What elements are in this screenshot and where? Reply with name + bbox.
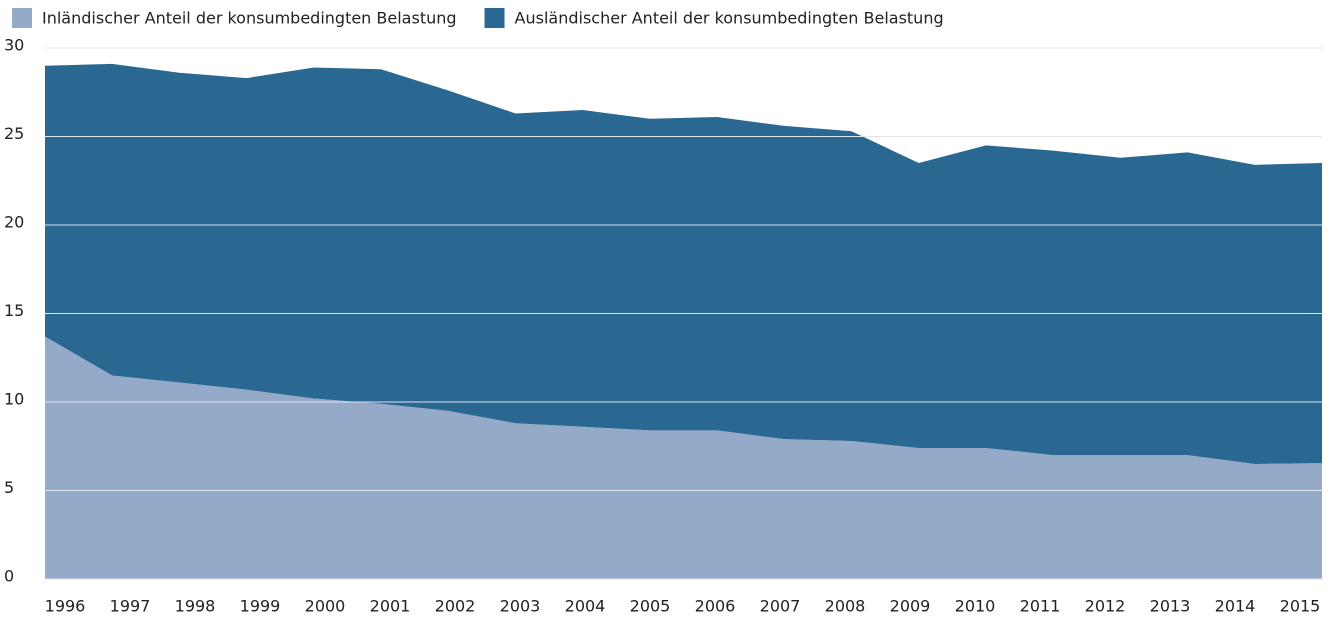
area <box>45 336 1322 579</box>
legend-swatch <box>484 8 505 28</box>
x-tick-label: 2010 <box>955 597 996 616</box>
x-tick-label: 2008 <box>825 597 866 616</box>
y-tick-label: 20 <box>4 213 24 232</box>
x-tick-label: 1996 <box>45 597 86 616</box>
y-tick-label: 10 <box>4 390 24 409</box>
y-tick-label: 25 <box>4 124 24 143</box>
y-tick-label: 5 <box>4 478 14 497</box>
x-tick-label: 2004 <box>565 597 606 616</box>
x-tick-label: 2013 <box>1150 597 1191 616</box>
x-tick-label: 2015 <box>1280 597 1321 616</box>
legend-label: Inländischer Anteil der konsumbedingten … <box>42 9 457 28</box>
x-tick-label: 2001 <box>370 597 411 616</box>
y-tick-label: 15 <box>4 301 24 320</box>
x-tick-label: 1998 <box>175 597 216 616</box>
x-tick-label: 1999 <box>240 597 281 616</box>
x-tick-label: 2003 <box>500 597 541 616</box>
x-tick-label: 2006 <box>695 597 736 616</box>
x-tick-label: 2005 <box>630 597 671 616</box>
y-tick-label: 0 <box>4 567 14 586</box>
x-tick-label: 1997 <box>110 597 151 616</box>
x-tick-label: 2002 <box>435 597 476 616</box>
y-tick-label: 30 <box>4 36 24 55</box>
x-tick-label: 2011 <box>1020 597 1061 616</box>
x-tick-label: 2000 <box>305 597 346 616</box>
x-tick-label: 2009 <box>890 597 931 616</box>
x-tick-label: 2014 <box>1215 597 1256 616</box>
x-tick-label: 2012 <box>1085 597 1126 616</box>
legend-label: Ausländischer Anteil der konsumbedingten… <box>515 9 944 28</box>
area <box>45 63 1322 464</box>
x-tick-label: 2007 <box>760 597 801 616</box>
legend-swatch <box>12 8 32 28</box>
